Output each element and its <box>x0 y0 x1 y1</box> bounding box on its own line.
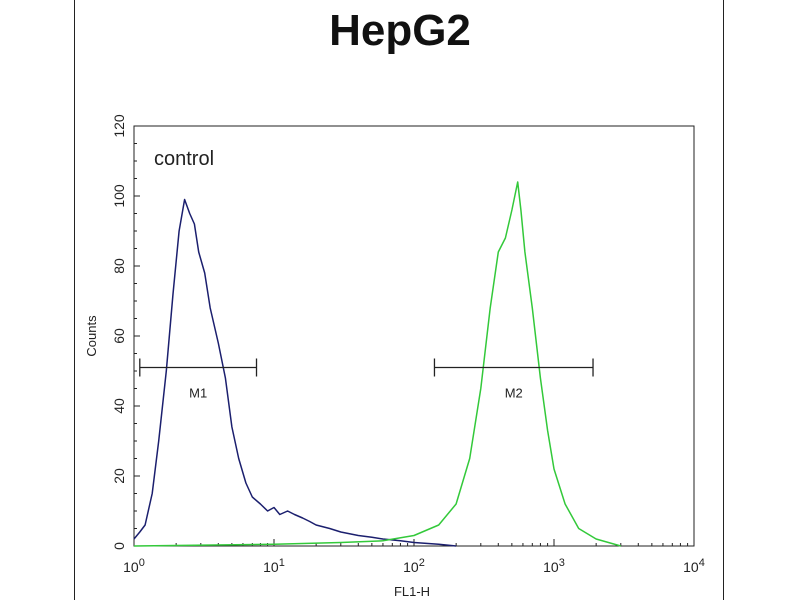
marker-label: M2 <box>505 386 523 401</box>
y-axis-label: Counts <box>84 315 99 357</box>
y-tick-label: 20 <box>111 468 127 484</box>
series-line-2 <box>133 181 622 547</box>
x-tick-label: 101 <box>263 557 285 575</box>
x-tick-label: 100 <box>123 557 145 575</box>
control-annotation: control <box>154 148 214 170</box>
marker-layer: M1 M2 <box>139 358 594 401</box>
x-axis-label: FL1-H <box>394 584 430 599</box>
series-layer <box>133 181 622 547</box>
x-tick-label: 102 <box>403 557 425 575</box>
y-axis-ticks: 0 20 40 60 80 100 120 <box>111 114 140 550</box>
y-tick-label: 100 <box>111 184 127 208</box>
x-tick-label: 104 <box>683 557 705 575</box>
y-tick-label: 120 <box>111 114 127 138</box>
chart-frame <box>74 0 724 600</box>
y-tick-label: 60 <box>111 328 127 344</box>
x-tick-label: 103 <box>543 557 565 575</box>
series-line-1 <box>133 198 457 547</box>
chart-title: HepG2 <box>329 6 471 55</box>
plot-area <box>133 125 695 547</box>
y-tick-label: 40 <box>111 398 127 414</box>
y-tick-label: 0 <box>111 542 127 550</box>
marker-label: M1 <box>189 386 207 401</box>
y-tick-label: 80 <box>111 258 127 274</box>
